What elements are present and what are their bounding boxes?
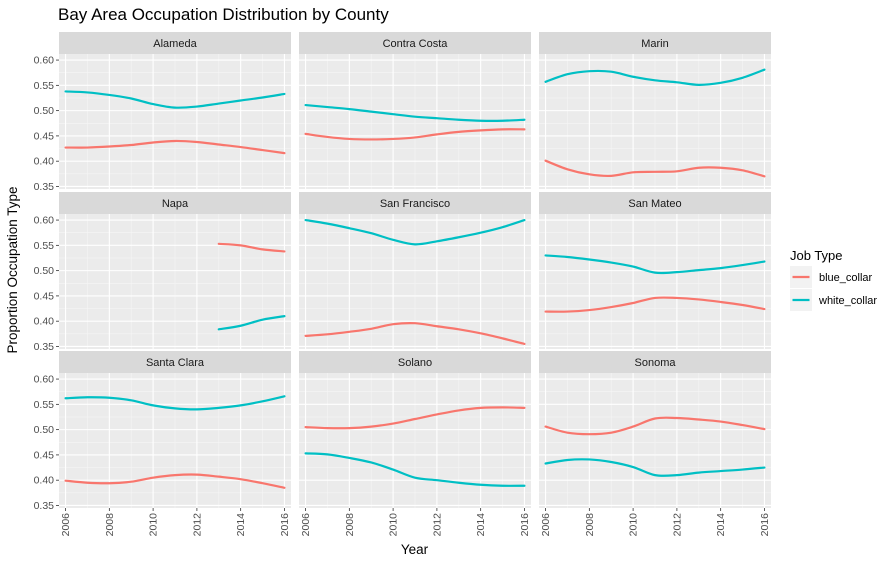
legend-label: blue_collar xyxy=(819,272,873,284)
x-tick-label: 2008 xyxy=(344,513,356,537)
legend: Job Type blue_collar white_collar xyxy=(790,248,877,311)
y-tick-label: 0.40 xyxy=(34,475,55,487)
facet-strip xyxy=(59,32,291,54)
y-tick-label: 0.50 xyxy=(34,105,55,117)
panel-sonoma: Sonoma 2006 2008 2010 2012 2014 2016 xyxy=(539,351,771,536)
x-tick-label: 2014 xyxy=(475,513,487,537)
series-line-white-collar xyxy=(544,68,766,86)
x-axis-title: Year xyxy=(401,542,429,557)
x-tick-label: 2012 xyxy=(431,513,443,537)
series-line-white-collar xyxy=(217,315,286,331)
series-line-blue-collar xyxy=(64,473,286,489)
series-line-blue-collar xyxy=(544,416,766,436)
facet-strip xyxy=(539,351,771,373)
panel-napa: Napa 0.35 0.40 0.45 0.50 0.55 0.60 xyxy=(34,192,291,353)
facet-strip-label: Santa Clara xyxy=(146,357,205,369)
y-tick-label: 0.60 xyxy=(34,55,55,67)
legend-title: Job Type xyxy=(790,248,843,263)
panel-san-francisco: San Francisco xyxy=(299,192,531,349)
panel-solano: Solano 2006 2008 2010 2012 2014 2016 xyxy=(299,351,531,536)
x-tick-label: 2010 xyxy=(148,513,160,537)
x-tick-label: 2016 xyxy=(279,513,291,537)
x-tick-label: 2006 xyxy=(540,513,552,537)
y-tick-label: 0.50 xyxy=(34,265,55,277)
series-line-blue-collar xyxy=(304,406,526,430)
series-line-blue-collar xyxy=(544,296,766,313)
x-tick-label: 2012 xyxy=(671,513,683,537)
legend-label: white_collar xyxy=(818,295,877,307)
facet-strip-label: San Francisco xyxy=(380,198,450,210)
series-line-white-collar xyxy=(64,395,286,411)
y-tick-label: 0.35 xyxy=(34,181,55,193)
chart-title: Bay Area Occupation Distribution by Coun… xyxy=(58,5,389,24)
y-tick-label: 0.35 xyxy=(34,341,55,353)
x-tick-label: 2016 xyxy=(519,513,531,537)
series-line-blue-collar xyxy=(304,128,526,141)
facet-strip-label: Solano xyxy=(398,357,432,369)
series-line-white-collar xyxy=(304,218,526,246)
x-tick-label: 2008 xyxy=(584,513,596,537)
series-line-blue-collar xyxy=(64,139,286,155)
series-line-white-collar xyxy=(304,452,526,487)
facet-strip xyxy=(539,192,771,214)
series-line-blue-collar xyxy=(304,321,526,346)
panel-contra-costa: Contra Costa xyxy=(299,32,531,189)
facet-strip-label: San Mateo xyxy=(628,198,681,210)
panel-marin: Marin xyxy=(539,32,771,189)
facet-strip-label: Sonoma xyxy=(635,357,677,369)
panel-san-mateo: San Mateo xyxy=(539,192,771,349)
series-line-white-collar xyxy=(304,103,526,122)
facet-strip xyxy=(299,192,531,214)
facet-strip-label: Napa xyxy=(162,198,189,210)
y-tick-label: 0.55 xyxy=(34,399,55,411)
x-tick-label: 2010 xyxy=(388,513,400,537)
x-tick-label: 2006 xyxy=(300,513,312,537)
facet-strip-label: Marin xyxy=(641,38,669,50)
y-axis-title: Proportion Occupation Type xyxy=(5,186,20,353)
series-line-white-collar xyxy=(544,458,766,477)
x-tick-label: 2010 xyxy=(628,513,640,537)
y-tick-label: 0.60 xyxy=(34,374,55,386)
y-tick-label: 0.45 xyxy=(34,290,55,302)
facet-strip xyxy=(539,32,771,54)
y-tick-label: 0.55 xyxy=(34,80,55,92)
facet-strip xyxy=(299,32,531,54)
x-tick-label: 2014 xyxy=(715,513,727,537)
panel-alameda: Alameda 0.35 0.40 0.45 0.50 0.55 0.60 xyxy=(34,32,291,193)
facet-strip xyxy=(59,192,291,214)
y-tick-label: 0.40 xyxy=(34,156,55,168)
facet-strip xyxy=(299,351,531,373)
y-tick-label: 0.40 xyxy=(34,316,55,328)
x-tick-label: 2014 xyxy=(235,513,247,537)
panel-santa-clara: Santa Clara 0.35 0.40 0.45 0.50 0.55 0.60 2006 2… xyxy=(34,351,291,536)
series-line-white-collar xyxy=(544,254,766,275)
facet-panels: Alameda 0.35 0.40 0.45 0.50 0.55 0.60 Contra Co… xyxy=(34,32,771,536)
x-tick-label: 2012 xyxy=(191,513,203,537)
facet-strip-label: Contra Costa xyxy=(383,38,449,50)
y-tick-label: 0.50 xyxy=(34,424,55,436)
x-tick-label: 2008 xyxy=(104,513,116,537)
y-tick-label: 0.45 xyxy=(34,449,55,461)
series-line-white-collar xyxy=(64,90,286,109)
y-tick-label: 0.55 xyxy=(34,240,55,252)
x-tick-label: 2006 xyxy=(60,513,72,537)
series-line-blue-collar xyxy=(217,242,286,253)
series-line-blue-collar xyxy=(544,159,766,178)
x-tick-label: 2016 xyxy=(759,513,771,537)
facet-strip xyxy=(59,351,291,373)
y-tick-label: 0.45 xyxy=(34,130,55,142)
y-tick-label: 0.60 xyxy=(34,215,55,227)
y-tick-label: 0.35 xyxy=(34,500,55,512)
facet-strip-label: Alameda xyxy=(153,38,197,50)
